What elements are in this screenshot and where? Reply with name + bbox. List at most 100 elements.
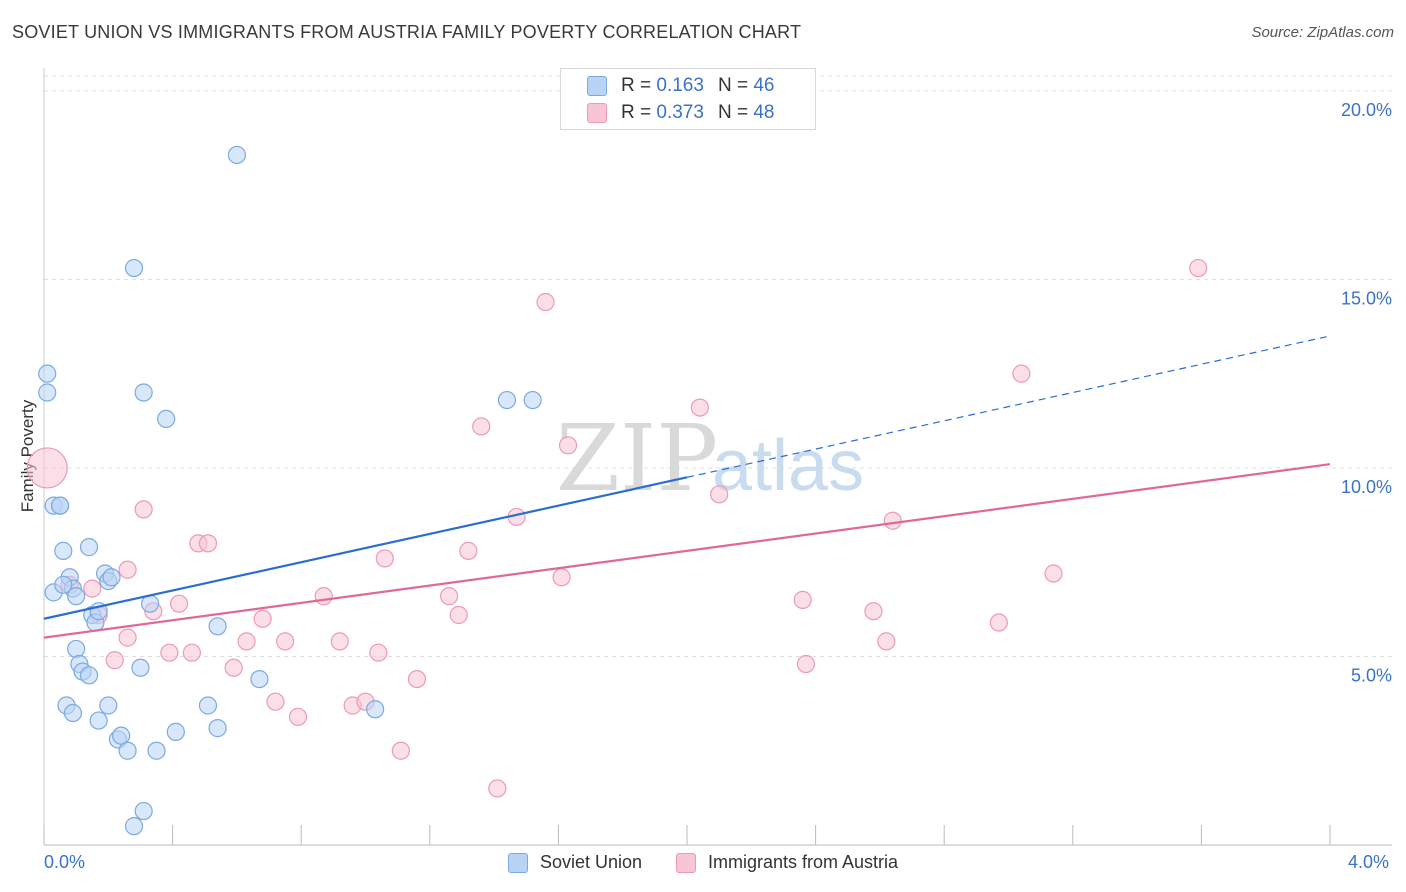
point-immigrants-austria <box>1044 564 1063 583</box>
point-immigrants-austria <box>276 632 295 651</box>
point-soviet-union <box>54 541 73 560</box>
point-immigrants-austria <box>169 594 189 613</box>
point-soviet-union <box>157 409 176 429</box>
point-immigrants-austria <box>253 609 272 628</box>
y-tick-label: 15.0% <box>1341 288 1392 308</box>
point-immigrants-austria <box>118 628 137 647</box>
point-soviet-union <box>112 726 131 745</box>
point-immigrants-austria <box>439 587 459 606</box>
point-immigrants-austria <box>375 549 394 568</box>
point-immigrants-austria <box>369 643 388 662</box>
point-immigrants-austria <box>558 436 578 455</box>
point-immigrants-austria <box>407 669 427 689</box>
trend-line-soviet-union-extension <box>686 335 1331 478</box>
point-immigrants-austria <box>793 590 812 610</box>
point-soviet-union <box>67 587 86 606</box>
legend-r-label: R = <box>621 102 652 123</box>
point-immigrants-austria <box>472 417 491 436</box>
point-immigrants-austria <box>488 779 507 798</box>
legend-n-value: 46 <box>753 75 775 96</box>
point-soviet-union <box>99 696 118 715</box>
watermark-atlas: atlas <box>712 426 864 506</box>
point-immigrants-austria <box>224 658 243 677</box>
x-tick-label-max: 4.0% <box>1348 852 1390 872</box>
legend-item-immigrants-austria: Immigrants from Austria <box>676 852 898 873</box>
point-soviet-union <box>89 711 108 730</box>
point-immigrants-austria <box>877 632 896 651</box>
point-immigrants-austria <box>536 292 555 312</box>
legend-n-label: N = <box>717 102 749 123</box>
legend-item-soviet-union: Soviet Union <box>507 852 642 873</box>
legend-r-value: 0.163 <box>656 75 704 96</box>
legend-r-label: R = <box>621 75 652 96</box>
point-immigrants-austria <box>314 587 333 606</box>
point-immigrants-austria <box>883 511 902 530</box>
correlation-legend: R = 0.163 N = 46 R = 0.373 N = 48 <box>560 68 816 130</box>
point-immigrants-austria <box>182 643 201 662</box>
legend-swatch-immigrants-austria <box>587 103 607 123</box>
point-soviet-union <box>67 639 86 659</box>
point-soviet-union <box>63 703 83 723</box>
point-immigrants-austria <box>160 643 179 662</box>
point-soviet-union <box>208 617 227 636</box>
trend-line-immigrants-austria <box>43 463 1331 639</box>
point-soviet-union <box>131 658 150 677</box>
point-immigrants-austria <box>134 500 153 519</box>
watermark-zip: ZIP <box>556 405 718 512</box>
x-tick-label-min: 0.0% <box>44 852 86 872</box>
point-soviet-union <box>147 741 166 760</box>
watermark: ZIP atlas <box>556 405 864 512</box>
source-label: Source: ZipAtlas.com <box>1251 24 1394 41</box>
point-soviet-union <box>79 538 99 557</box>
y-tick-label: 5.0% <box>1351 665 1392 685</box>
legend-row-immigrants-austria: R = 0.373 N = 48 <box>587 100 774 126</box>
data-points <box>26 145 1208 836</box>
point-immigrants-austria <box>266 692 285 711</box>
chart-title: SOVIET UNION VS IMMIGRANTS FROM AUSTRIA … <box>12 22 802 42</box>
legend-swatch-soviet-union <box>507 852 528 873</box>
point-soviet-union <box>54 575 73 594</box>
point-immigrants-austria <box>288 707 308 726</box>
legend-r-value: 0.373 <box>656 102 704 123</box>
legend-label-immigrants-austria: Immigrants from Austria <box>708 852 899 872</box>
y-tick-label: 20.0% <box>1341 100 1392 120</box>
point-soviet-union <box>166 722 185 741</box>
point-soviet-union <box>497 390 517 410</box>
trend-lines <box>43 335 1331 639</box>
point-soviet-union <box>208 719 227 738</box>
point-immigrants-austria <box>459 541 478 560</box>
point-soviet-union <box>250 669 269 689</box>
point-immigrants-austria <box>118 560 137 579</box>
legend-label-soviet-union: Soviet Union <box>539 852 642 872</box>
point-immigrants-austria <box>864 602 883 621</box>
point-immigrants-austria <box>26 447 68 489</box>
point-immigrants-austria <box>237 632 256 651</box>
point-soviet-union <box>38 383 57 402</box>
point-soviet-union <box>79 666 99 685</box>
point-immigrants-austria <box>330 632 349 651</box>
grid <box>44 75 1392 657</box>
point-soviet-union <box>124 258 144 278</box>
point-immigrants-austria <box>83 579 102 598</box>
point-immigrants-austria <box>105 651 124 670</box>
point-immigrants-austria <box>690 398 709 417</box>
point-soviet-union <box>118 741 137 760</box>
trend-line-soviet-union <box>43 476 688 620</box>
point-immigrants-austria <box>1012 364 1031 383</box>
point-soviet-union <box>523 390 542 410</box>
point-immigrants-austria <box>710 485 729 504</box>
point-soviet-union <box>134 383 153 402</box>
point-soviet-union <box>198 696 218 715</box>
series-legend: Soviet Union Immigrants from Austria <box>0 852 1406 873</box>
point-immigrants-austria <box>796 654 816 674</box>
point-immigrants-austria <box>989 613 1008 632</box>
legend-row-soviet-union: R = 0.163 N = 46 <box>587 73 774 99</box>
point-soviet-union <box>227 145 246 165</box>
y-ticks: 5.0% 10.0% 15.0% 20.0% <box>1341 100 1392 686</box>
point-immigrants-austria <box>198 534 218 553</box>
legend-n-value: 48 <box>753 102 775 123</box>
point-soviet-union <box>38 364 57 383</box>
point-immigrants-austria <box>449 605 468 625</box>
point-soviet-union <box>366 700 385 719</box>
